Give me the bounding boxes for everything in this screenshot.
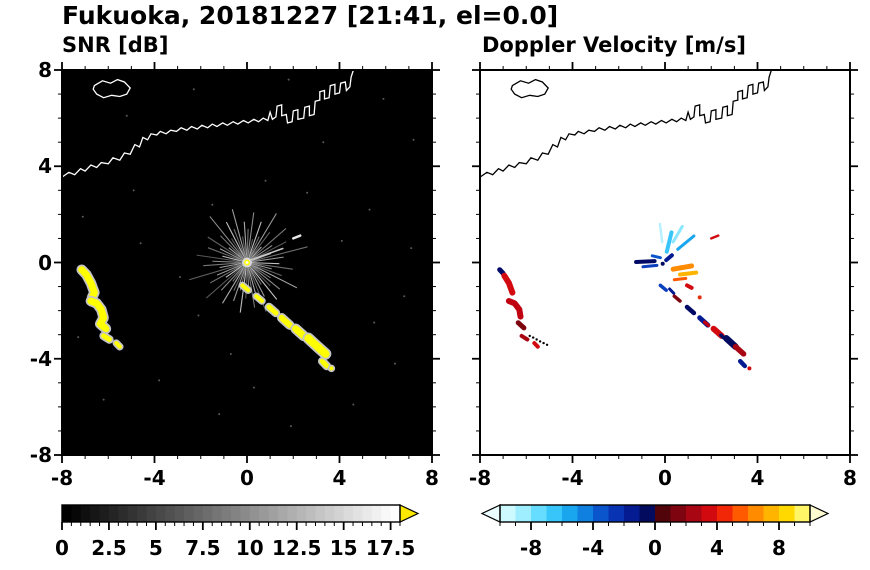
svg-text:8: 8 <box>772 536 786 560</box>
velocity-x-tick-label: -4 <box>561 466 584 490</box>
snr-y-tick-label: 4 <box>38 154 52 179</box>
svg-text:-8: -8 <box>520 536 542 560</box>
coastline <box>479 69 773 178</box>
svg-text:7.5: 7.5 <box>185 536 220 560</box>
snr-colorbar: 0 2.5 5 7.5 10 12.5 15 17.5 <box>55 504 420 560</box>
velocity-panel-title: Doppler Velocity [m/s] <box>482 33 746 57</box>
snr-x-tick-label: 4 <box>332 466 347 490</box>
page-title: Fukuoka, 20181227 [21:41, el=0.0] <box>62 1 559 30</box>
snr-echoes <box>76 264 336 373</box>
svg-text:4: 4 <box>710 536 724 560</box>
axis-ticks <box>54 62 440 463</box>
svg-text:5: 5 <box>149 536 163 560</box>
velocity-x-tick-label: -8 <box>468 466 492 490</box>
svg-text:12.5: 12.5 <box>272 536 321 560</box>
velocity-x-tick-label: 8 <box>843 466 857 490</box>
snr-y-tick-label: 8 <box>38 58 52 82</box>
svg-text:2.5: 2.5 <box>91 536 126 560</box>
svg-text:0: 0 <box>648 536 662 560</box>
noise-speckles <box>77 78 415 428</box>
snr-x-tick-label: -8 <box>50 466 74 490</box>
velocity-colorbar: -8 -4 0 4 8 <box>480 504 830 560</box>
snr-y-tick-label: -8 <box>29 443 52 467</box>
snr-plot <box>54 62 440 463</box>
snr-y-tick-label: 0 <box>38 250 52 275</box>
axis-ticks <box>472 62 858 463</box>
svg-text:17.5: 17.5 <box>366 536 415 560</box>
svg-text:0: 0 <box>55 536 69 560</box>
echo-marks <box>250 234 302 261</box>
svg-text:-4: -4 <box>582 536 604 560</box>
snr-x-tick-label: 0 <box>240 466 254 490</box>
radar-clutter <box>189 209 308 313</box>
snr-x-tick-label: -4 <box>143 466 166 490</box>
velocity-plot <box>472 62 858 463</box>
dotted-trail <box>528 334 549 346</box>
snr-y-tick-label: -4 <box>29 346 52 371</box>
svg-text:15: 15 <box>330 536 358 560</box>
velocity-x-tick-label: 0 <box>658 466 672 490</box>
coastline <box>61 69 355 178</box>
velocity-x-tick-label: 4 <box>750 466 765 490</box>
snr-x-tick-label: 8 <box>425 466 439 490</box>
echo-marks <box>497 222 752 371</box>
snr-panel-title: SNR [dB] <box>62 33 169 57</box>
svg-text:10: 10 <box>236 536 264 560</box>
